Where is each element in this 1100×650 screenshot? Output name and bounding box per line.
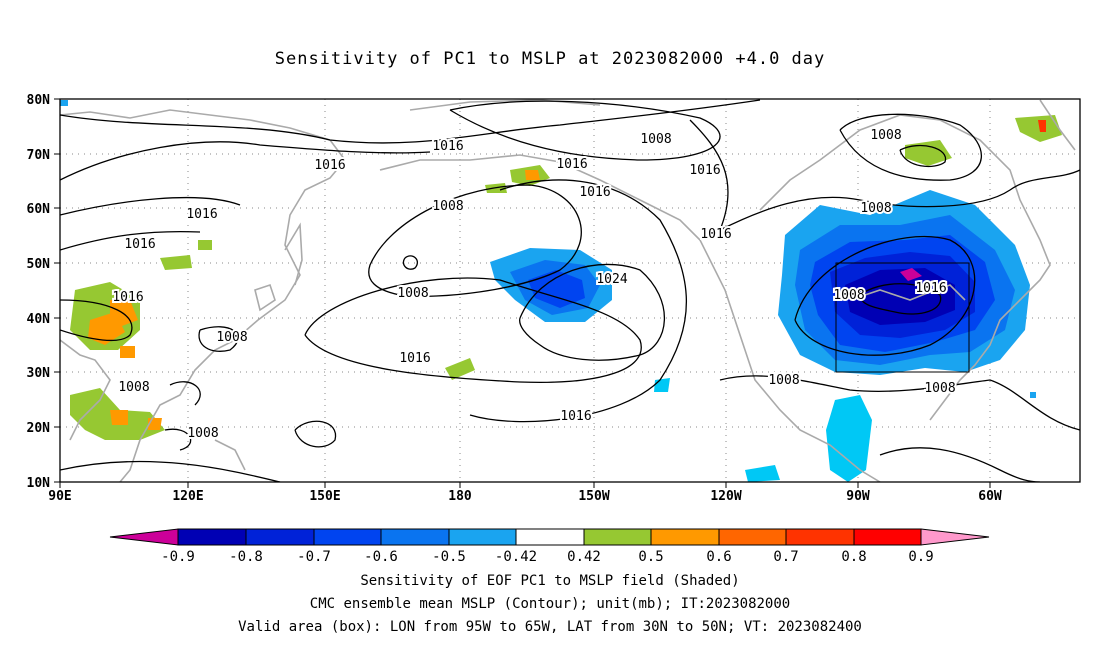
- contour-label: 1024: [596, 272, 627, 287]
- colorbar-label: -0.42: [495, 549, 537, 565]
- lat-label: 70N: [27, 148, 51, 163]
- valid-area-box: [835, 262, 970, 373]
- lon-label: 150W: [578, 489, 609, 504]
- contour-label: 1016: [689, 163, 720, 178]
- contour-label: 1016: [560, 409, 591, 424]
- colorbar-label: -0.8: [229, 549, 263, 565]
- lon-axis-labels: 90E 120E 150E 180 150W 120W 90W 60W: [48, 489, 1002, 504]
- lon-label: 90E: [48, 489, 71, 504]
- colorbar-swatch: [515, 528, 585, 546]
- mslp-contours: [60, 99, 1080, 482]
- colorbar-swatch: [853, 528, 922, 546]
- contour-label: 1016: [579, 185, 610, 200]
- colorbar-swatch: [785, 528, 855, 546]
- lat-label: 60N: [27, 202, 51, 217]
- colorbar-arrow-left: [109, 528, 179, 546]
- contour-label-layer: 1016 1008 1016 1016 1016 1008 1016 1016 …: [110, 126, 957, 443]
- contour-label: 1016: [186, 207, 217, 222]
- lat-label: 80N: [27, 93, 51, 108]
- contour-label: 1008: [118, 380, 149, 395]
- colorbar-label: 0.7: [773, 549, 798, 565]
- colorbar-labels: -0.9 -0.8 -0.7 -0.6 -0.5 -0.42 0.42 0.5 …: [161, 549, 934, 565]
- map-frame: [59, 98, 1081, 483]
- lat-label: 30N: [27, 366, 51, 381]
- lat-label: 20N: [27, 421, 51, 436]
- colorbar-label: -0.6: [364, 549, 398, 565]
- colorbar-label: 0.9: [908, 549, 933, 565]
- contour-label: 1016: [314, 158, 345, 173]
- contour-label: 1008: [216, 330, 247, 345]
- colorbar-swatch: [177, 528, 247, 546]
- plot-title: Sensitivity of PC1 to MSLP at 2023082000…: [274, 49, 826, 69]
- colorbar-label: -0.7: [297, 549, 331, 565]
- lon-label: 120W: [710, 489, 741, 504]
- lon-label: 60W: [978, 489, 1002, 504]
- axis-ticks: [54, 98, 991, 488]
- lat-label: 50N: [27, 257, 51, 272]
- colorbar-swatch: [718, 528, 787, 546]
- contour-label: 1008: [860, 201, 891, 216]
- contour-label: 1008: [870, 128, 901, 143]
- lat-label: 10N: [27, 476, 51, 491]
- lat-label: 40N: [27, 312, 51, 327]
- colorbar-arrow-right: [920, 528, 990, 546]
- contour-label: 1008: [187, 426, 218, 441]
- contour-label: 1016: [700, 227, 731, 242]
- contour-label: 1016: [556, 157, 587, 172]
- contour-label: 1008: [432, 199, 463, 214]
- caption-line-3: Valid area (box): LON from 95W to 65W, L…: [238, 619, 862, 635]
- lat-axis-labels: 80N 70N 60N 50N 40N 30N 20N 10N: [27, 93, 51, 491]
- contour-label: 1008: [924, 381, 955, 396]
- colorbar-swatch: [448, 528, 517, 546]
- contour-label: 1008: [397, 286, 428, 301]
- colorbar-label: -0.5: [432, 549, 466, 565]
- colorbar-swatch: [650, 528, 720, 546]
- colorbar-label: 0.8: [841, 549, 866, 565]
- caption-line-2: CMC ensemble mean MSLP (Contour); unit(m…: [309, 596, 791, 612]
- contour-label: 1016: [399, 351, 430, 366]
- lon-label: 180: [448, 489, 472, 504]
- contour-label: 1016: [112, 290, 143, 305]
- coastlines: [60, 99, 1076, 482]
- colorbar-swatch: [245, 528, 315, 546]
- colorbar: [109, 528, 990, 546]
- caption-line-1: Sensitivity of EOF PC1 to MSLP field (Sh…: [360, 573, 740, 589]
- contour-label: 1016: [432, 139, 463, 154]
- colorbar-swatch: [313, 528, 382, 546]
- colorbar-label: -0.9: [161, 549, 195, 565]
- contour-label: 1016: [915, 281, 946, 296]
- contour-label: 1008: [833, 288, 864, 303]
- colorbar-swatch: [583, 528, 652, 546]
- lon-label: 120E: [172, 489, 203, 504]
- colorbar-label: 0.5: [638, 549, 663, 565]
- sensitivity-shading: [60, 100, 1062, 482]
- lon-label: 90W: [846, 489, 870, 504]
- contour-label: 1008: [768, 373, 799, 388]
- colorbar-swatch: [380, 528, 450, 546]
- contour-label: 1008: [640, 132, 671, 147]
- lon-label: 150E: [309, 489, 340, 504]
- colorbar-label: 0.6: [706, 549, 731, 565]
- colorbar-label: 0.42: [567, 549, 601, 565]
- contour-label: 1016: [124, 237, 155, 252]
